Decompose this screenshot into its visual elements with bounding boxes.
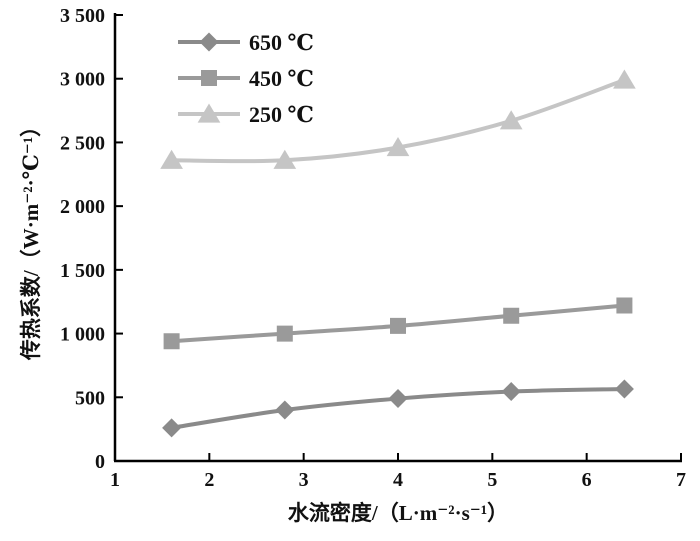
x-tick-label: 5 [487,469,497,491]
series-marker-650℃ [275,400,295,420]
x-tick-label: 6 [582,469,592,491]
legend-label: 650 ℃ [249,30,314,55]
y-tick-label: 3 000 [60,69,105,91]
series-marker-650℃ [501,382,521,402]
series-marker-650℃ [162,418,182,438]
series-marker-450℃ [616,297,633,314]
legend-marker-diamond [199,32,219,52]
series-marker-450℃ [163,333,180,350]
legend-label: 250 ℃ [249,102,314,127]
legend-item: 450 ℃ [178,66,314,91]
legend-item: 650 ℃ [178,30,314,55]
x-tick-label: 2 [204,469,214,491]
series-marker-250℃ [386,137,410,157]
y-tick-label: 2 000 [60,196,105,218]
y-tick-label: 3 500 [60,5,105,27]
legend-marker-square [201,70,217,86]
y-tick-label: 1 500 [60,260,105,282]
legend-label: 450 ℃ [249,66,314,91]
series-marker-250℃ [273,149,297,169]
series-marker-650℃ [614,379,634,399]
y-tick-label: 1 000 [60,324,105,346]
series-marker-450℃ [503,307,520,324]
legend-item: 250 ℃ [178,102,314,127]
series-marker-250℃ [613,69,636,89]
x-tick-label: 3 [299,469,309,491]
series-marker-650℃ [388,389,408,409]
legend-marker-triangle [197,103,221,123]
series-marker-450℃ [276,325,293,342]
x-tick-label: 4 [393,469,403,491]
y-tick-label: 500 [75,387,105,409]
y-tick-label: 0 [95,451,105,473]
series-marker-250℃ [499,110,523,130]
x-tick-label: 7 [676,469,686,491]
x-tick-label: 1 [110,469,120,491]
series-marker-250℃ [160,149,183,169]
series-marker-450℃ [390,317,406,334]
y-tick-label: 2 500 [60,132,105,154]
x-axis-label: 水流密度/（L·m⁻²·s⁻¹） [287,501,509,525]
y-axis-label: 传热系数/（W·m⁻²·℃⁻¹） [19,115,43,361]
